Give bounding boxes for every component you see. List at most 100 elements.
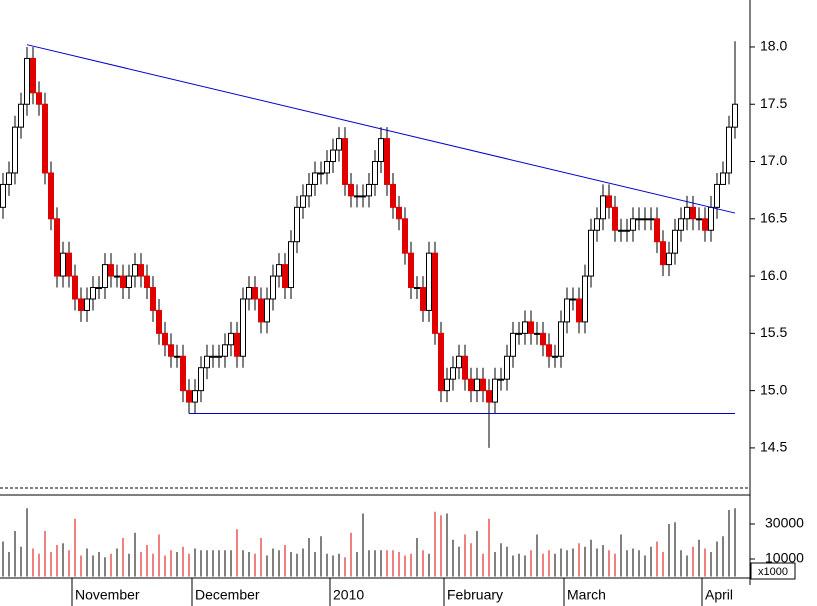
candle-body xyxy=(522,321,528,334)
candle-body xyxy=(684,206,690,220)
candle-body xyxy=(78,298,84,311)
candle-body xyxy=(312,172,318,185)
candle-body xyxy=(210,355,216,358)
candle-body xyxy=(666,252,672,266)
candle-body xyxy=(342,138,348,185)
candle-body xyxy=(732,103,738,128)
candle-body xyxy=(18,103,24,128)
candle-body xyxy=(198,367,204,392)
candle-body xyxy=(366,183,372,197)
x-tick-label: March xyxy=(567,587,606,603)
x-tick-label: November xyxy=(75,587,140,603)
candle-body xyxy=(12,126,18,174)
candle-body xyxy=(504,355,510,380)
candle-body xyxy=(420,287,426,311)
candle-body xyxy=(714,183,720,208)
candle-body xyxy=(678,218,684,231)
candle-body xyxy=(444,378,450,392)
candle-body xyxy=(654,218,660,243)
candle-body xyxy=(216,355,222,358)
unit-label: x1000 xyxy=(758,566,788,578)
candle-body xyxy=(264,298,270,323)
candle-body xyxy=(630,218,636,231)
candle-body xyxy=(330,149,336,163)
candle-body xyxy=(660,241,666,266)
candle-body xyxy=(36,92,42,105)
candle-body xyxy=(258,298,264,323)
candle-body xyxy=(462,355,468,380)
candle-body xyxy=(606,195,612,208)
candle-body xyxy=(528,321,534,334)
y-tick-label: 16.0 xyxy=(760,267,787,283)
candle-body xyxy=(690,206,696,220)
candle-body xyxy=(6,172,12,185)
candle-body xyxy=(708,206,714,231)
candle-body xyxy=(432,252,438,334)
candle-body xyxy=(108,264,114,277)
candle-body xyxy=(186,390,192,403)
candle-body xyxy=(582,275,588,323)
x-tick-label: April xyxy=(705,587,733,603)
y-tick-label: 16.5 xyxy=(760,210,787,226)
candle-body xyxy=(282,264,288,289)
candle-body xyxy=(468,378,474,392)
candle-body xyxy=(510,332,516,357)
candle-body xyxy=(306,183,312,197)
candle-body xyxy=(384,138,390,185)
candle-body xyxy=(726,126,732,174)
candle-body xyxy=(318,172,324,175)
candle-body xyxy=(396,206,402,220)
candle-body xyxy=(0,183,6,208)
candle-body xyxy=(90,287,96,300)
candle-body xyxy=(24,57,30,105)
candle-body xyxy=(174,355,180,358)
volume-tick-label: 30000 xyxy=(765,515,804,531)
candle-body xyxy=(294,206,300,243)
y-tick-label: 18.0 xyxy=(760,38,787,54)
candle-body xyxy=(144,275,150,289)
candle-body xyxy=(588,229,594,277)
candle-body xyxy=(72,275,78,300)
candle-body xyxy=(324,161,330,174)
candle-body xyxy=(336,138,342,151)
candle-body xyxy=(402,218,408,254)
y-tick-label: 15.0 xyxy=(760,381,787,397)
candle-body xyxy=(138,264,144,277)
candle-body xyxy=(168,344,174,357)
candle-body xyxy=(456,355,462,369)
candle-body xyxy=(252,287,258,300)
candle-body xyxy=(48,172,54,220)
candle-body xyxy=(618,229,624,232)
candle-body xyxy=(246,287,252,300)
candle-body xyxy=(120,275,126,289)
candle-body xyxy=(270,275,276,300)
candle-body xyxy=(156,309,162,334)
x-tick-label: 2010 xyxy=(333,587,364,603)
candle-body xyxy=(240,298,246,357)
candle-body xyxy=(102,264,108,289)
candle-body xyxy=(192,390,198,403)
y-tick-label: 17.0 xyxy=(760,152,787,168)
candle-body xyxy=(672,229,678,254)
x-tick-label: December xyxy=(195,587,260,603)
y-tick-label: 17.5 xyxy=(760,95,787,111)
candle-body xyxy=(702,218,708,231)
y-tick-label: 15.5 xyxy=(760,324,787,340)
candle-body xyxy=(720,172,726,185)
candle-body xyxy=(438,332,444,392)
candle-body xyxy=(54,218,60,277)
x-tick-label: February xyxy=(447,587,503,603)
candle-body xyxy=(204,355,210,369)
candle-body xyxy=(624,229,630,232)
candle-body xyxy=(564,298,570,323)
candle-body xyxy=(648,218,654,221)
candle-body xyxy=(60,252,66,277)
candle-body xyxy=(426,252,432,311)
candle-body xyxy=(162,332,168,346)
candle-body xyxy=(480,378,486,392)
candle-body xyxy=(132,264,138,277)
unit-box xyxy=(750,562,796,580)
candle-body xyxy=(390,183,396,208)
